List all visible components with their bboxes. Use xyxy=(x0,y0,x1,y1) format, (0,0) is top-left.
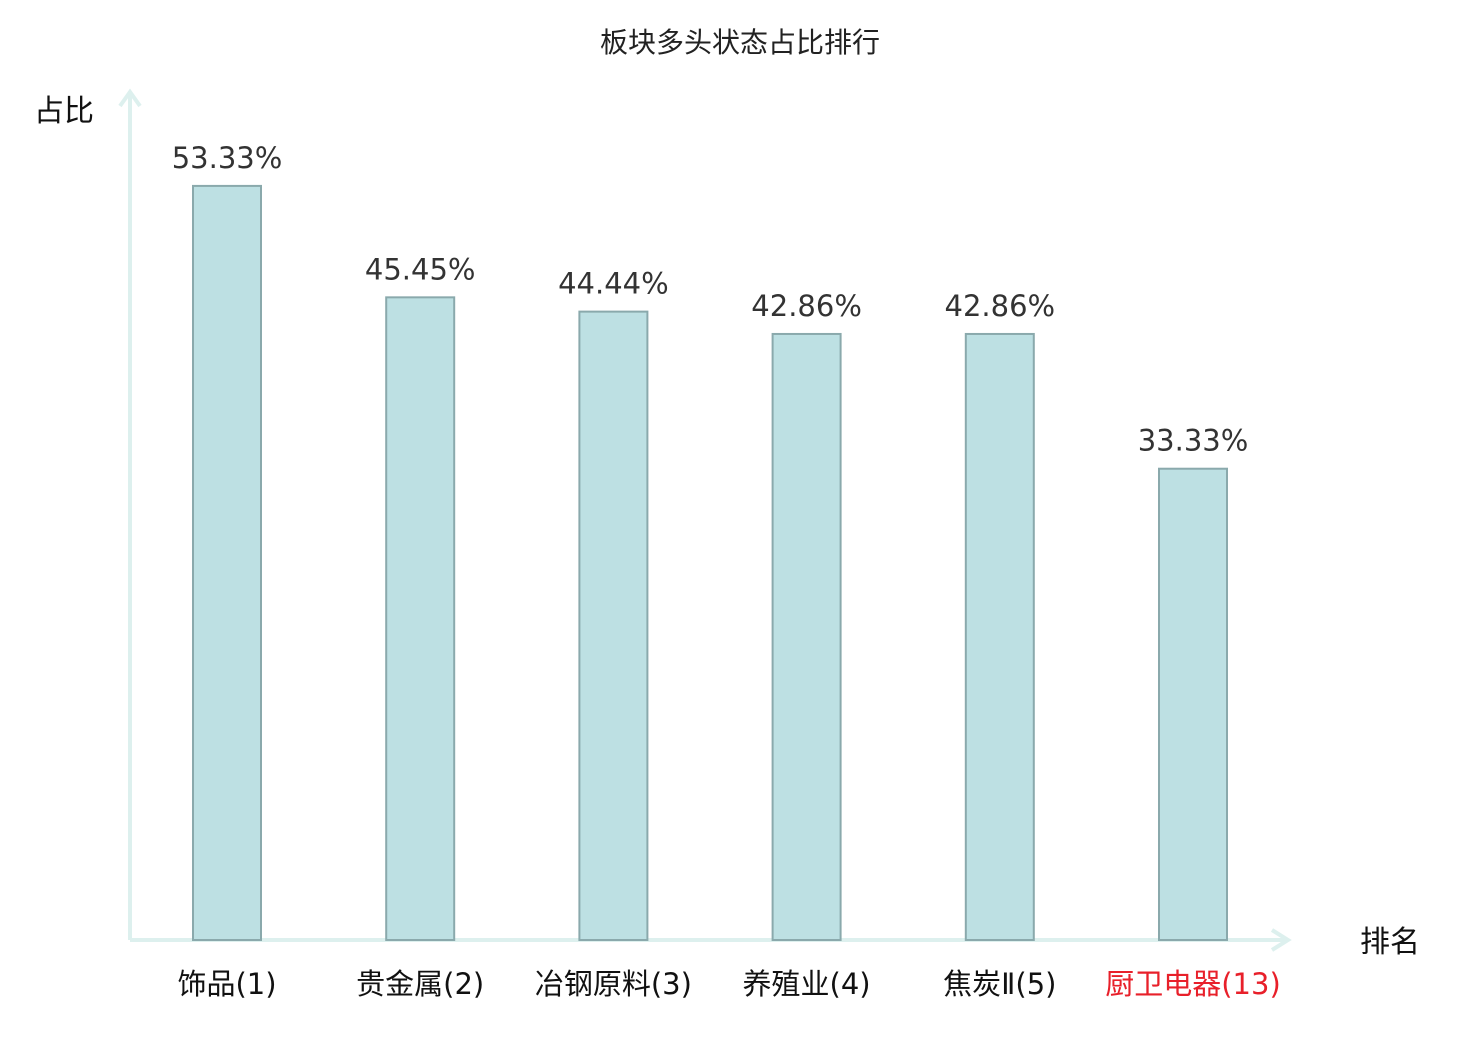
bar-5 xyxy=(964,332,1035,941)
category-label-4: 养殖业(4) xyxy=(743,967,871,1001)
bar-4 xyxy=(771,332,842,941)
value-label-2: 45.45% xyxy=(365,252,476,286)
category-labels-group: 饰品(1) 贵金属(2) 冶钢原料(3) 养殖业(4) 焦炭Ⅱ(5) 厨卫电器(13) xyxy=(177,967,1280,1001)
y-axis-label: 占比 xyxy=(34,94,94,129)
category-label-6: 厨卫电器(13) xyxy=(1105,967,1281,1001)
category-label-2: 贵金属(2) xyxy=(356,967,484,1001)
value-label-3: 44.44% xyxy=(558,267,669,301)
category-label-3: 冶钢原料(3) xyxy=(535,967,692,1001)
bar-1 xyxy=(192,184,262,941)
y-axis-arrow xyxy=(118,88,142,108)
category-label-1: 饰品(1) xyxy=(177,967,276,1001)
bar-3 xyxy=(578,310,649,941)
x-axis-arrow xyxy=(1270,928,1292,952)
value-label-6: 33.33% xyxy=(1138,424,1249,458)
bar-6 xyxy=(1158,467,1228,941)
x-axis-label: 排名 xyxy=(1360,925,1420,960)
value-labels-group: 53.33% 45.45% 44.44% 42.86% 42.86% 33.33% xyxy=(172,141,1249,458)
value-label-4: 42.86% xyxy=(751,289,862,323)
chart-title: 板块多头状态占比排行 xyxy=(600,26,880,59)
category-label-5: 焦炭Ⅱ(5) xyxy=(943,967,1056,1001)
value-label-1: 53.33% xyxy=(172,141,283,175)
value-label-5: 42.86% xyxy=(945,289,1056,323)
bars-group xyxy=(192,184,1228,942)
bar-2 xyxy=(385,296,456,942)
